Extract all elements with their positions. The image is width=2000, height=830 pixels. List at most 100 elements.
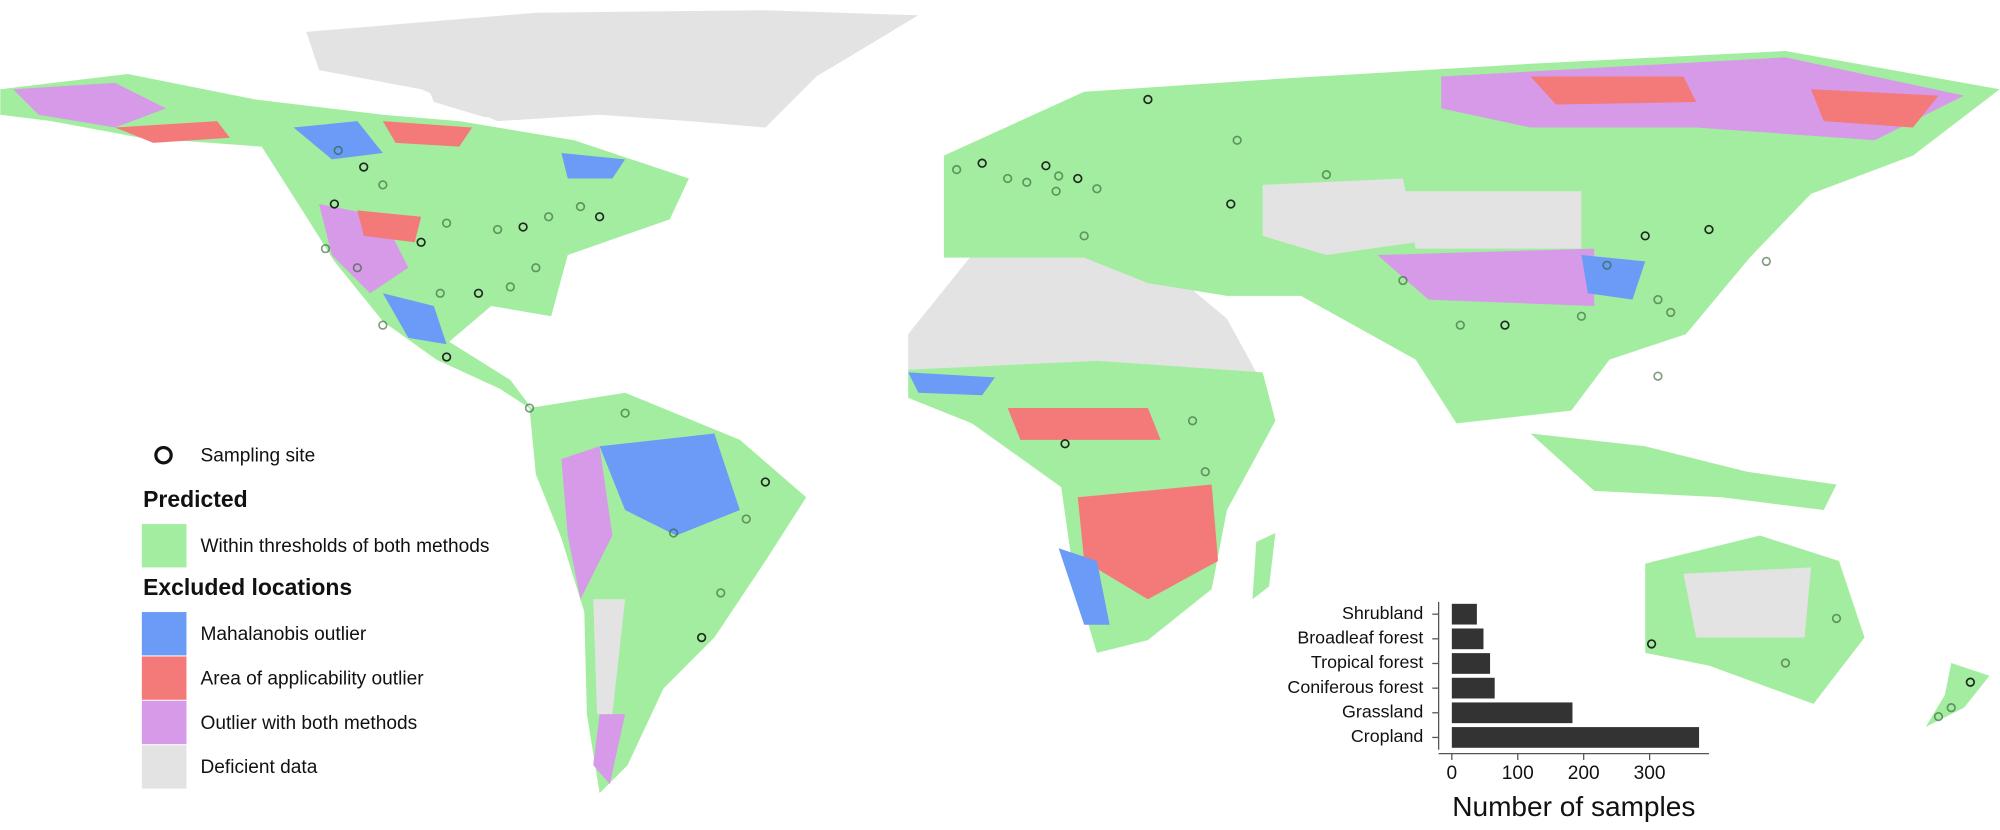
sampling-site (1054, 171, 1064, 181)
sampling-site (1933, 711, 1944, 722)
sampling-site (329, 199, 340, 209)
x-tick-label: 0 (1447, 763, 1458, 784)
sampling-site (1704, 224, 1714, 235)
sampling-site (1666, 307, 1676, 318)
sampling-site (441, 218, 452, 228)
legend: Sampling site Predicted Excluded locatio… (141, 445, 489, 789)
eurasia-blue (1581, 255, 1646, 300)
sampling-site (1092, 184, 1102, 194)
sampling-site (1143, 94, 1153, 105)
sampling-site (1455, 320, 1465, 330)
sa-gray (593, 599, 626, 715)
sampling-site (760, 477, 771, 487)
sampling-site (1602, 260, 1612, 270)
sampling-site (1051, 186, 1061, 196)
sampling-site (435, 288, 445, 298)
sampling-site (575, 201, 586, 212)
legend-label: Area of applicability outlier (201, 668, 425, 689)
sampling-site (1965, 677, 1976, 687)
legend-label: Outlier with both methods (201, 713, 418, 734)
legend-swatch (141, 745, 187, 789)
y-tick-label: Tropical forest (1311, 652, 1423, 672)
sampling-site (1831, 613, 1842, 624)
sampling-site (1079, 231, 1089, 241)
legend-heading: Excluded locations (143, 574, 352, 600)
sampling-site (524, 403, 535, 413)
x-axis-title: Number of samples (1452, 791, 1695, 822)
world-map (0, 10, 2000, 794)
sampling-site (1226, 199, 1236, 209)
legend-heading: Predicted (143, 486, 248, 512)
sampling-site (977, 158, 987, 168)
indonesia (1530, 433, 1837, 511)
y-tick-label: Grassland (1342, 702, 1423, 722)
africa-red (1007, 408, 1219, 600)
sampling-site (492, 224, 503, 235)
sampling-site (333, 145, 343, 156)
greenland (306, 10, 919, 128)
bar-chart: 0 100 200 300 Number of samples Shrubland Broa… (1287, 601, 1709, 822)
sampling-site (1060, 439, 1070, 449)
sa-purple (561, 446, 626, 785)
bar (1451, 677, 1495, 699)
sampling-site (951, 164, 962, 175)
legend-site-marker (154, 445, 173, 465)
sampling-site (1398, 275, 1408, 286)
legend-swatch (141, 700, 187, 745)
sampling-site (1780, 658, 1791, 668)
sampling-site (1576, 311, 1587, 321)
sampling-site (378, 180, 388, 190)
y-tick-label: Broadleaf forest (1297, 628, 1423, 648)
sa-blue (599, 433, 740, 536)
sampling-site (1232, 135, 1242, 145)
na-gray (421, 70, 562, 118)
bar (1451, 727, 1700, 748)
legend-swatch (141, 656, 187, 700)
y-tick-label: Coniferous forest (1287, 677, 1423, 697)
sampling-site (543, 212, 554, 222)
na-blue (293, 121, 626, 345)
sampling-site (1500, 320, 1510, 330)
x-tick-label: 100 (1502, 763, 1534, 784)
sampling-site (1200, 467, 1210, 477)
sampling-site (378, 320, 388, 330)
sampling-site (359, 162, 369, 172)
sampling-site (352, 263, 362, 273)
sampling-site (1022, 177, 1032, 187)
sampling-site (531, 263, 541, 273)
eurasia-gray (1262, 178, 1582, 256)
legend-label: Mahalanobis outlier (201, 624, 367, 645)
x-tick-label: 200 (1568, 763, 1600, 784)
sampling-site (716, 588, 726, 598)
x-tick-label: 300 (1634, 763, 1666, 784)
bar (1451, 653, 1491, 674)
y-tick-label: Cropland (1351, 726, 1423, 746)
sampling-site (1946, 703, 1956, 713)
sampling-site (1646, 639, 1657, 649)
na-red (115, 121, 473, 243)
sampling-site (1640, 231, 1650, 241)
legend-label: Deficient data (201, 757, 318, 778)
bar (1451, 702, 1573, 724)
sampling-site (473, 288, 484, 298)
legend-label: Sampling site (201, 446, 316, 467)
australia-gray (1683, 567, 1811, 638)
sampling-site (594, 212, 605, 222)
sampling-site (696, 632, 707, 643)
y-tick-label: Shrubland (1342, 603, 1423, 623)
eurasia-red (1530, 76, 1939, 128)
sampling-site (1653, 294, 1663, 305)
legend-swatch (141, 612, 187, 656)
sampling-site (1321, 170, 1332, 180)
sampling-site (1187, 416, 1198, 426)
sampling-site (1041, 161, 1051, 171)
sampling-site (1653, 371, 1663, 381)
sampling-site (1761, 256, 1771, 267)
sampling-site (620, 408, 630, 418)
africa-blue (908, 372, 1110, 625)
sampling-site (416, 237, 426, 247)
sampling-site (441, 352, 452, 362)
sampling-sites (320, 94, 1976, 722)
